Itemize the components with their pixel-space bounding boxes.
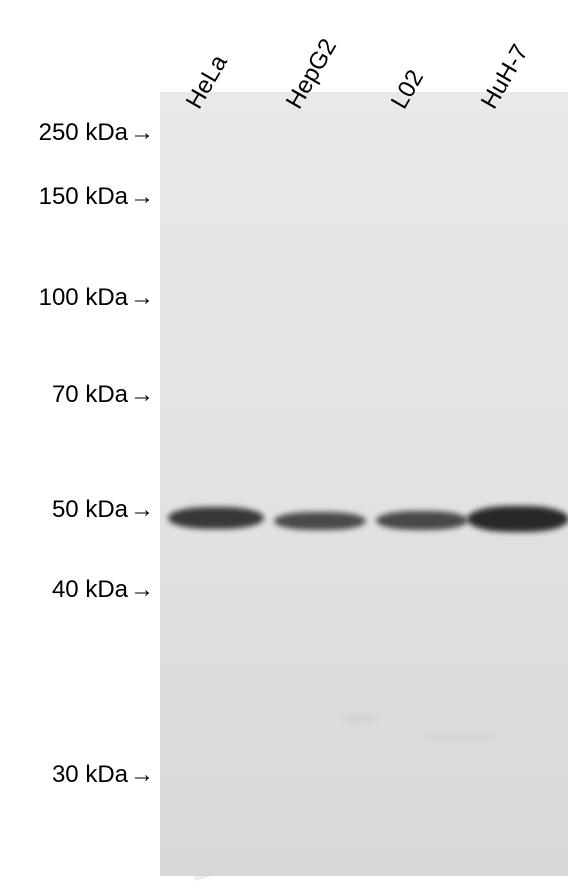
mw-marker-label: 50 kDa→	[0, 496, 154, 524]
band	[274, 512, 366, 530]
arrow-icon: →	[130, 284, 154, 312]
mw-text: 30 kDa	[52, 761, 128, 788]
band	[168, 507, 264, 529]
arrow-icon: →	[130, 496, 154, 524]
arrow-icon: →	[130, 183, 154, 211]
mw-text: 100 kDa	[39, 284, 128, 311]
mw-marker-label: 30 kDa→	[0, 761, 154, 789]
arrow-icon: →	[130, 576, 154, 604]
artifact	[420, 732, 500, 742]
mw-marker-label: 100 kDa→	[0, 284, 154, 312]
blot-membrane	[160, 92, 568, 876]
arrow-icon: →	[130, 119, 154, 147]
figure-container: WWW.PTGLAB.COM 250 kDa→150 kDa→100 kDa→7…	[0, 0, 579, 889]
mw-marker-label: 70 kDa→	[0, 381, 154, 409]
mw-text: 70 kDa	[52, 381, 128, 408]
mw-text: 150 kDa	[39, 183, 128, 210]
mw-marker-label: 40 kDa→	[0, 576, 154, 604]
mw-marker-label: 150 kDa→	[0, 183, 154, 211]
mw-text: 40 kDa	[52, 576, 128, 603]
band	[376, 511, 468, 530]
mw-marker-label: 250 kDa→	[0, 119, 154, 147]
mw-text: 50 kDa	[52, 496, 128, 523]
mw-text: 250 kDa	[39, 119, 128, 146]
band	[467, 506, 568, 532]
arrow-icon: →	[130, 381, 154, 409]
artifact	[340, 712, 380, 724]
arrow-icon: →	[130, 761, 154, 789]
